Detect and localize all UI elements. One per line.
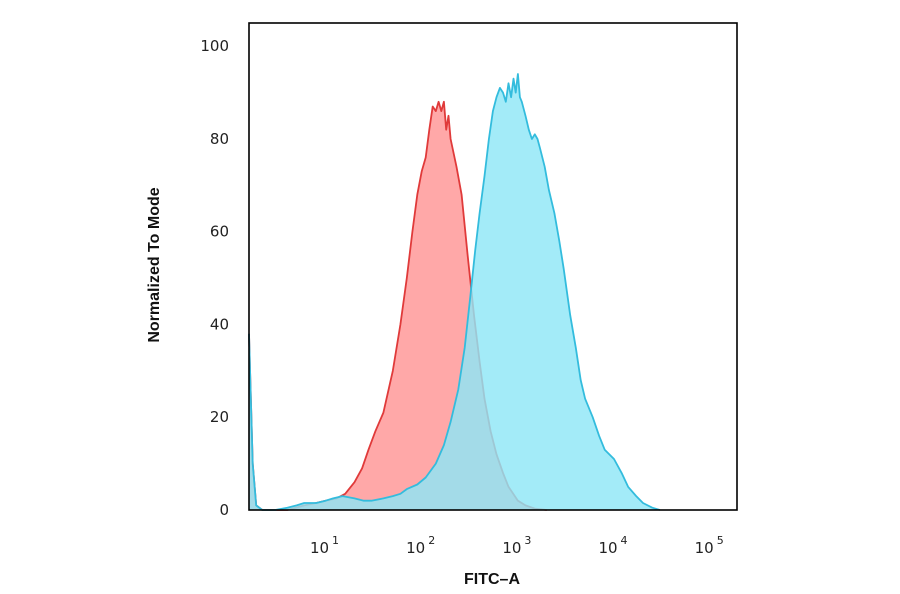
x-tick-labels: 10 1 10 2 10 3 10 4 10 5	[310, 534, 724, 557]
x-axis-label: FITC–A	[464, 571, 520, 588]
x-tick-label: 10	[502, 539, 521, 557]
x-tick-label: 10	[598, 539, 617, 557]
x-tick-exponent: 1	[332, 534, 339, 547]
plot-frame	[248, 22, 738, 511]
series-layer	[248, 73, 661, 511]
y-tick-label: 80	[210, 130, 229, 148]
x-tick-label: 10	[310, 539, 329, 557]
y-tick-label: 0	[219, 501, 229, 519]
series-2-outline	[248, 73, 661, 511]
y-tick-label: 100	[200, 37, 229, 55]
x-tick-exponent: 2	[428, 534, 435, 547]
x-tick-label: 10	[406, 539, 425, 557]
y-axis-label: Normalized To Mode	[146, 187, 163, 342]
x-tick-label: 10	[695, 539, 714, 557]
x-tick-exponent: 4	[621, 534, 628, 547]
y-tick-label: 60	[210, 223, 229, 241]
y-tick-labels: 0 20 40 60 80 100	[200, 37, 229, 519]
x-tick-exponent: 5	[717, 534, 724, 547]
x-tick-exponent: 3	[524, 534, 531, 547]
y-tick-label: 20	[210, 408, 229, 426]
series-2-area	[249, 74, 660, 510]
y-tick-label: 40	[210, 315, 229, 333]
